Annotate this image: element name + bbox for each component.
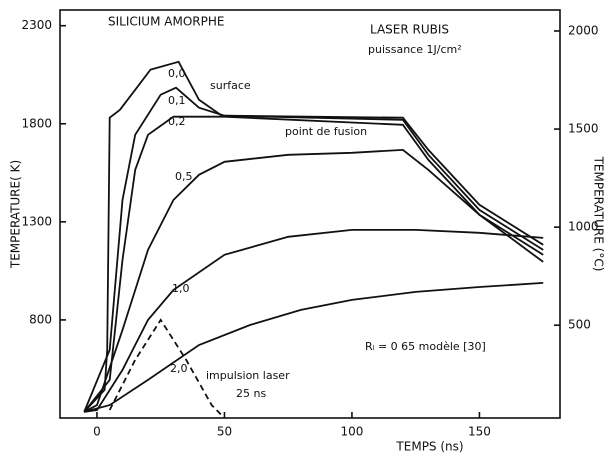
- series-label: 0,0: [168, 67, 186, 80]
- annotation: point de fusion: [285, 125, 367, 138]
- y2-axis-label: TEMPERATURE (°C): [592, 156, 606, 272]
- series-line: [83, 115, 544, 413]
- x-axis-label: TEMPS (ns): [395, 440, 463, 454]
- annotation: Rₗ = 0 65 modèle [30]: [365, 340, 486, 353]
- series-label: 0,5: [175, 170, 193, 183]
- series-line: [83, 148, 544, 413]
- y-tick-label: 1300: [21, 214, 52, 228]
- series-label: 0,1: [168, 94, 186, 107]
- series-label: 1,0: [172, 282, 190, 295]
- annotation: surface: [210, 79, 251, 92]
- series-line: [83, 60, 544, 413]
- series-line: [83, 86, 544, 413]
- plot-frame: [59, 9, 561, 419]
- y2-tick-label: 2000: [568, 23, 599, 37]
- power-label: puissance 1J/cm²: [368, 43, 462, 56]
- chart-subtitle: LASER RUBIS: [370, 23, 449, 37]
- series-label: 0,2: [168, 115, 186, 128]
- y-tick-label: 800: [29, 312, 52, 326]
- y-tick-label: 1800: [21, 116, 52, 130]
- series-label: 2,0: [170, 362, 188, 375]
- y-tick-label: 2300: [21, 18, 52, 32]
- x-tick-label: 100: [340, 425, 363, 439]
- x-tick-label: 0: [93, 425, 101, 439]
- y2-tick-label: 1500: [568, 122, 599, 136]
- y-axis-label: TEMPERATURE( K): [9, 160, 23, 269]
- series-line: [84, 229, 544, 413]
- x-tick-label: 50: [217, 425, 232, 439]
- y2-tick-label: 1000: [568, 220, 599, 234]
- y2-tick-label: 500: [568, 318, 591, 332]
- annotation: 25 ns: [236, 387, 266, 400]
- x-tick-label: 150: [468, 425, 491, 439]
- chart-title: SILICIUM AMORPHE: [108, 15, 224, 29]
- series-line: [83, 282, 544, 413]
- series-label: impulsion laser: [206, 369, 290, 382]
